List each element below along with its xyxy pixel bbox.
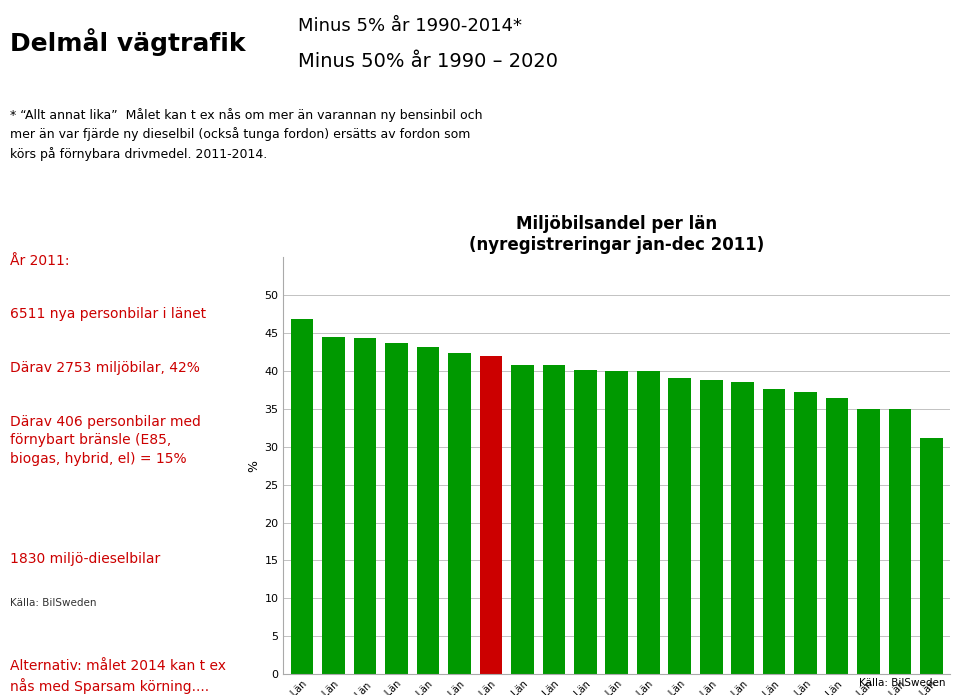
Text: 1830 miljö-dieselbilar: 1830 miljö-dieselbilar (10, 552, 160, 566)
Bar (921, 438, 943, 674)
Bar (826, 398, 849, 674)
Bar (794, 392, 817, 674)
Bar (323, 337, 345, 674)
Text: Därav 2753 miljöbilar, 42%: Därav 2753 miljöbilar, 42% (10, 361, 200, 375)
Bar (606, 371, 628, 674)
Bar (542, 365, 565, 674)
Text: Delmål vägtrafik: Delmål vägtrafik (10, 28, 245, 56)
Bar (385, 343, 408, 674)
Text: Källa: BilSweden: Källa: BilSweden (10, 598, 96, 609)
Text: År 2011:: År 2011: (10, 254, 69, 268)
Text: Minus 50% år 1990 – 2020: Minus 50% år 1990 – 2020 (298, 52, 558, 71)
Bar (636, 371, 660, 674)
Bar (353, 338, 376, 674)
Bar (857, 409, 880, 674)
Text: Minus 5% år 1990-2014*: Minus 5% år 1990-2014* (298, 17, 521, 35)
Bar (480, 356, 502, 674)
Bar (763, 389, 785, 674)
Bar (668, 379, 691, 674)
Text: * “Allt annat lika”  Målet kan t ex nås om mer än varannan ny bensinbil och
mer : * “Allt annat lika” Målet kan t ex nås o… (10, 108, 482, 161)
Bar (732, 382, 754, 674)
Bar (511, 365, 534, 674)
Bar (417, 347, 440, 674)
Title: Miljöbilsandel per län
(nyregistreringar jan-dec 2011): Miljöbilsandel per län (nyregistreringar… (469, 215, 764, 254)
Y-axis label: %: % (247, 459, 260, 472)
Text: 6511 nya personbilar i länet: 6511 nya personbilar i länet (10, 307, 205, 321)
Text: Alternativ: målet 2014 kan t ex
nås med Sparsam körning....: Alternativ: målet 2014 kan t ex nås med … (10, 659, 226, 694)
Bar (291, 319, 313, 674)
Text: Därav 406 personbilar med
förnybart bränsle (E85,
biogas, hybrid, el) = 15%: Därav 406 personbilar med förnybart brän… (10, 415, 201, 466)
Bar (448, 352, 470, 674)
Bar (574, 370, 597, 674)
Bar (889, 409, 911, 674)
Bar (700, 380, 723, 674)
Text: Källa: BilSweden: Källa: BilSweden (859, 678, 946, 688)
